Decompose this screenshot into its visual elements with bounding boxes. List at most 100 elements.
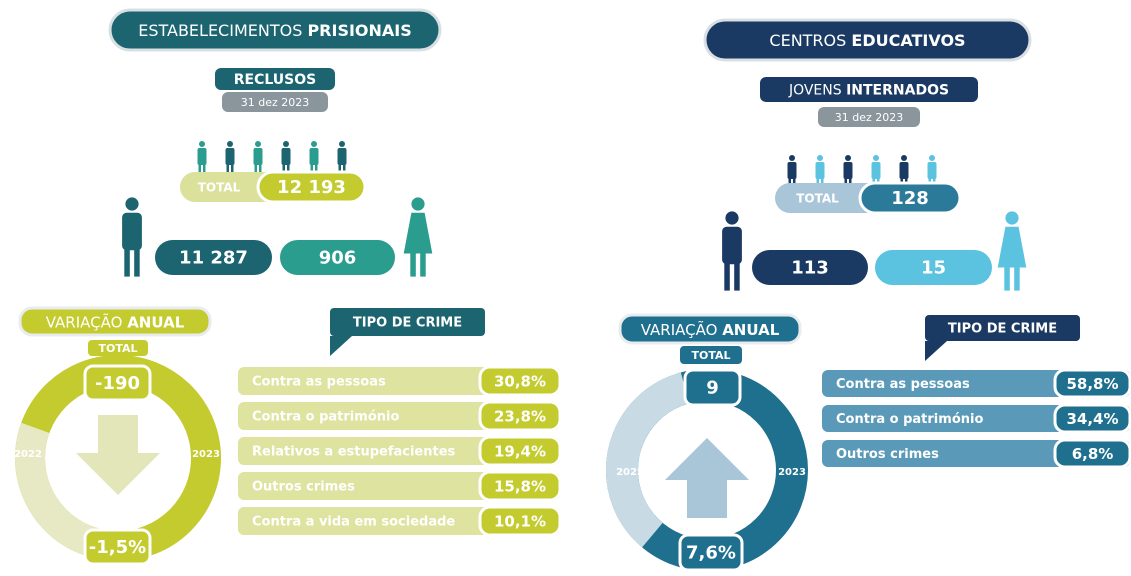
crime-title: TIPO DE CRIME (948, 322, 1057, 337)
crime-percent: 58,8% (1066, 375, 1118, 393)
panel-title-regular: CENTROS (769, 31, 846, 50)
person-head (255, 141, 261, 147)
variation-title-bold: ANUAL (722, 321, 779, 339)
panel-subtitle-regular: JOVENS (788, 83, 842, 99)
title-pill (108, 8, 442, 52)
arrow (76, 415, 160, 495)
variation-title-regular: VARIAÇÃO (46, 312, 123, 331)
variation-title: VARIAÇÃO ANUAL (46, 312, 185, 331)
person-head (311, 141, 317, 147)
variation-total-pill (680, 346, 742, 364)
person-body (225, 148, 235, 165)
person-leg (724, 262, 730, 291)
panel-subtitle: RECLUSOS (234, 72, 316, 88)
panel-title-bold: PRISIONAIS (307, 21, 411, 40)
person-leg (1004, 262, 1010, 291)
variation-percent: 7,6% (686, 543, 736, 564)
variation-title: VARIAÇÃO ANUAL (641, 320, 780, 339)
title-pill (703, 18, 1032, 62)
crime-label: Contra o património (252, 410, 399, 425)
person-leg (259, 164, 262, 177)
date: 31 dez 2023 (835, 111, 904, 124)
donut-gap (606, 372, 690, 548)
total-value-pill (256, 170, 367, 204)
variation-percent: -1,5% (89, 537, 146, 558)
crime-percent-pill (1053, 438, 1131, 469)
crime-row (822, 405, 1130, 432)
arrow (665, 438, 749, 518)
panel-title: ESTABELECIMENTOS PRISIONAIS (138, 21, 412, 40)
female-pill (875, 250, 992, 285)
variation-percent-box (83, 528, 152, 566)
crime-percent-pill (1053, 403, 1131, 434)
person-body (843, 162, 853, 179)
person-body (722, 226, 742, 265)
person-body (337, 148, 347, 165)
person-head (873, 155, 879, 161)
person-leg (203, 164, 206, 177)
person-body (122, 212, 142, 251)
person-body (197, 148, 207, 165)
crime-title: TIPO DE CRIME (353, 316, 462, 331)
female-pill (280, 240, 395, 275)
year-end: 2023 (192, 449, 220, 460)
person-head (199, 141, 205, 147)
male-pill (752, 250, 868, 285)
variation-total-label: TOTAL (691, 349, 730, 362)
person-body (815, 162, 825, 179)
male-pill (155, 240, 272, 275)
person-leg (124, 248, 130, 277)
variation-percent-box (678, 533, 744, 572)
crime-label: Outros crimes (252, 480, 355, 495)
panel-title-bold: EDUCATIVOS (851, 31, 965, 50)
crime-percent: 6,8% (1072, 445, 1114, 463)
year-end: 2023 (778, 467, 806, 478)
person-body (899, 162, 909, 179)
panel-title: CENTROS EDUCATIVOS (769, 31, 965, 50)
person-body (281, 148, 291, 165)
person-head (339, 141, 345, 147)
person-head (411, 197, 425, 211)
female-value: 15 (921, 258, 946, 279)
crime-percent: 10,1% (494, 513, 546, 531)
person-leg (231, 164, 234, 177)
subtitle-pill (760, 77, 978, 102)
person-leg (254, 164, 257, 177)
person-head (817, 155, 823, 161)
crime-percent-pill (478, 505, 562, 537)
variation-title-pill (618, 313, 802, 345)
person-head (1005, 211, 1019, 225)
year-start: 2022 (14, 449, 42, 460)
crime-percent-pill (478, 400, 562, 432)
person-head (901, 155, 907, 161)
date-pill (222, 92, 328, 112)
variation-title-regular: VARIAÇÃO (641, 320, 718, 339)
person-body (997, 226, 1027, 268)
person-head (845, 155, 851, 161)
person-head (725, 211, 739, 225)
person-head (227, 141, 233, 147)
variation-title-pill (18, 306, 212, 337)
crime-label: Contra o património (836, 412, 983, 427)
total-value: 12 193 (277, 177, 346, 198)
date: 31 dez 2023 (241, 96, 310, 109)
crime-title-pill (330, 308, 485, 336)
person-head (929, 155, 935, 161)
crime-percent: 23,8% (494, 408, 546, 426)
panel-subtitle-bold: INTERNADOS (846, 83, 949, 99)
crime-label: Outros crimes (836, 447, 939, 462)
male-value: 113 (791, 258, 829, 279)
panel-title-regular: ESTABELECIMENTOS (138, 21, 302, 40)
donut-gap (15, 422, 100, 558)
crime-percent: 19,4% (494, 443, 546, 461)
person-head (283, 141, 289, 147)
person-leg (226, 164, 229, 177)
male-value: 11 287 (179, 248, 248, 269)
crime-label: Contra a vida em sociedade (252, 515, 455, 530)
variation-value: -190 (95, 373, 140, 394)
crime-percent-pill (478, 435, 562, 467)
year-start: 2022 (616, 467, 644, 478)
person-body (403, 212, 433, 254)
crime-row (822, 370, 1130, 397)
